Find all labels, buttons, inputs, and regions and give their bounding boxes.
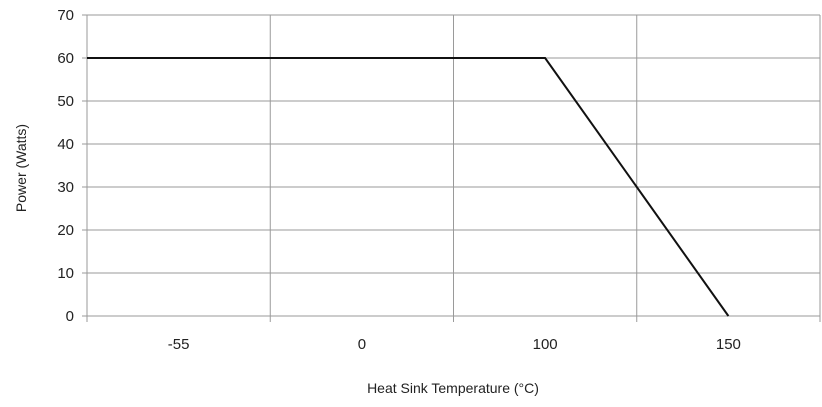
x-tick-label-100: 100 — [533, 336, 558, 353]
y-axis-title: Power (Watts) — [13, 124, 29, 212]
y-tick-label-0: 0 — [66, 308, 74, 325]
y-tick-label-70: 70 — [57, 7, 74, 24]
axes — [82, 14, 821, 322]
series-group — [86, 57, 730, 317]
y-tick-label-60: 60 — [57, 50, 74, 67]
y-tick-label-10: 10 — [57, 265, 74, 282]
y-tick-label-20: 20 — [57, 222, 74, 239]
x-tick-labels: -55 0 100 150 — [168, 336, 741, 353]
y-tick-label-50: 50 — [57, 93, 74, 110]
x-tick-label-0: 0 — [358, 336, 366, 353]
y-tick-label-40: 40 — [57, 136, 74, 153]
grid-lines — [87, 14, 821, 316]
x-tick-label--55: -55 — [168, 336, 190, 353]
y-tick-labels: 0 10 20 30 40 50 60 70 — [57, 7, 74, 325]
x-tick-label-150: 150 — [716, 336, 741, 353]
series-line-0 — [87, 57, 730, 317]
x-axis-title: Heat Sink Temperature (°C) — [367, 380, 539, 396]
y-tick-label-30: 30 — [57, 179, 74, 196]
